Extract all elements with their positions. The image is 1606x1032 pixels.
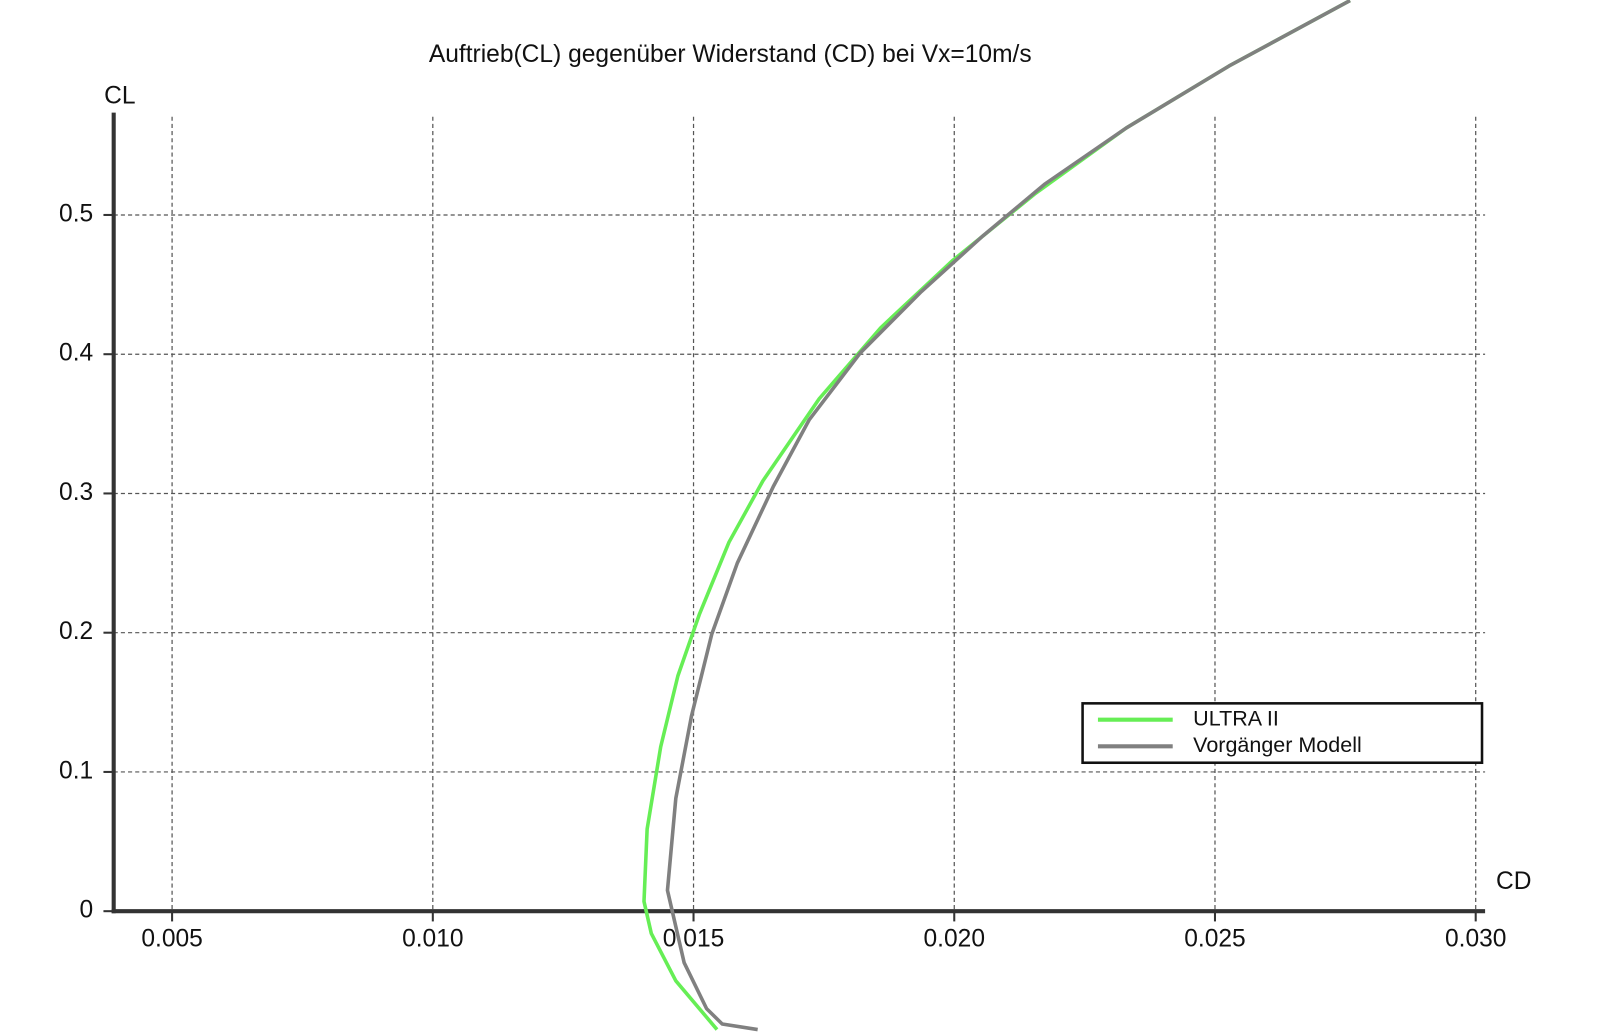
series-line: [665, 0, 1351, 1032]
legend-label: ULTRA II: [1193, 706, 1279, 730]
x-tick-label: 0.005: [141, 925, 202, 952]
chart-title: Auftrieb(CL) gegenüber Widerstand (CD) b…: [429, 41, 1032, 68]
series-line: [642, 0, 1351, 1031]
legend-box: [1081, 702, 1484, 765]
x-axis-label: CD: [1496, 868, 1531, 895]
y-tick-label: 0.3: [59, 479, 93, 506]
legend-label: Vorgänger Modell: [1193, 733, 1362, 757]
x-tick-label: 0.010: [402, 925, 463, 952]
y-tick-label: 0.4: [59, 340, 93, 367]
x-tick-label: 0.025: [1184, 925, 1245, 952]
y-axis-label: CL: [104, 83, 135, 110]
y-tick-label: 0: [80, 897, 94, 924]
x-tick-label: 0.015: [663, 925, 724, 952]
y-tick-label: 0.5: [59, 200, 93, 227]
x-tick-label: 0.020: [924, 925, 985, 952]
x-tick-label: 0.030: [1445, 925, 1506, 952]
y-tick-label: 0.2: [59, 618, 93, 645]
y-tick-label: 0.1: [59, 757, 93, 784]
